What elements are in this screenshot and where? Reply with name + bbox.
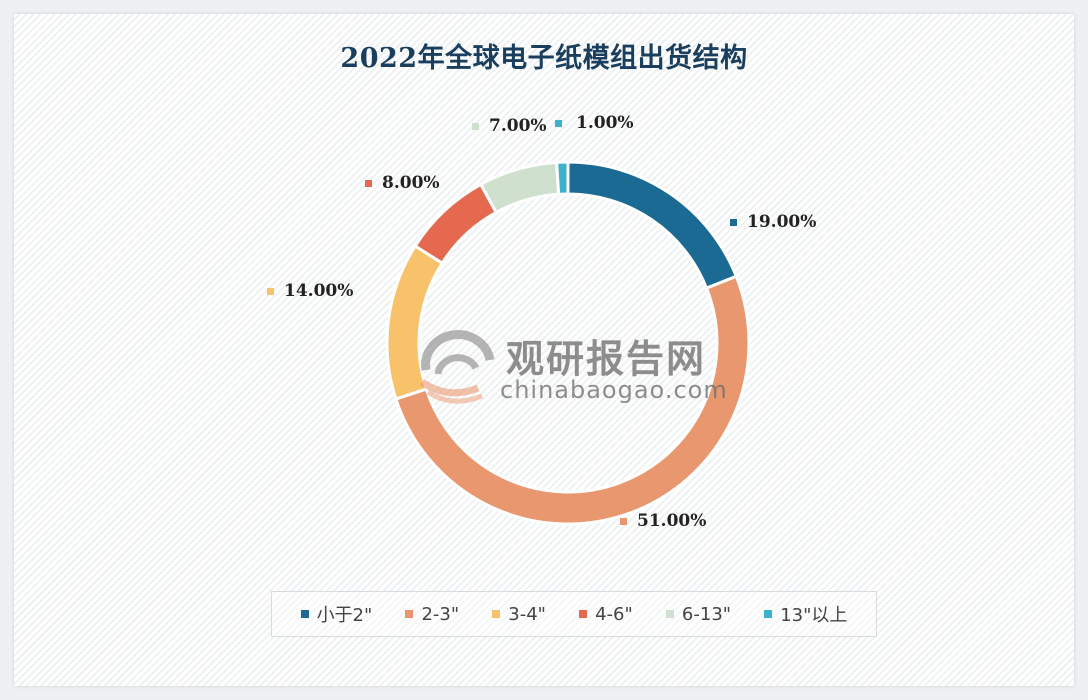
- donut-slice[interactable]: [393, 274, 751, 526]
- data-label-13-plus: 1.00%: [555, 113, 634, 133]
- legend-swatch-icon: [665, 610, 674, 618]
- label-swatch-icon: [472, 122, 479, 130]
- watermark-en: chinabaogao.com: [500, 376, 728, 404]
- watermark-cn: 观研报告网: [506, 337, 707, 381]
- legend-swatch-icon: [764, 610, 773, 618]
- donut-slice[interactable]: [478, 160, 561, 215]
- legend-swatch-icon: [300, 610, 309, 618]
- data-label-4-6: 8.00%: [365, 173, 440, 193]
- legend-swatch-icon: [405, 610, 414, 618]
- legend-item-4-6[interactable]: 4-6": [579, 604, 633, 625]
- legend-item-3-4[interactable]: 3-4": [492, 604, 546, 625]
- donut-slice[interactable]: [555, 160, 570, 196]
- legend-item-13-plus[interactable]: 13"以上: [764, 601, 847, 627]
- legend-item-2-3[interactable]: 2-3": [405, 604, 459, 625]
- chart-frame: [14, 14, 1074, 686]
- legend-item-lt2[interactable]: 小于2": [300, 601, 372, 627]
- legend-swatch-icon: [579, 610, 588, 618]
- data-label-lt2: 19.00%: [730, 212, 816, 232]
- label-swatch-icon: [555, 119, 562, 127]
- chart-title: 2022年全球电子纸模组出货结构: [340, 43, 748, 74]
- legend-swatch-icon: [492, 610, 501, 618]
- chart-legend: 小于2" 2-3" 3-4" 4-6" 6-13" 13"以上: [271, 591, 877, 637]
- label-swatch-icon: [267, 287, 274, 295]
- label-swatch-icon: [365, 179, 372, 187]
- data-label-6-13: 7.00%: [472, 116, 547, 136]
- donut-slices: [385, 160, 751, 526]
- watermark-logo-icon: [420, 330, 495, 404]
- legend-item-6-13[interactable]: 6-13": [665, 604, 731, 625]
- data-label-2-3: 51.00%: [620, 511, 706, 531]
- label-swatch-icon: [730, 218, 737, 226]
- label-swatch-icon: [620, 517, 627, 525]
- watermark: 观研报告网 chinabaogao.com: [418, 328, 738, 408]
- donut-slice[interactable]: [413, 182, 499, 266]
- data-label-3-4: 14.00%: [267, 281, 353, 301]
- donut-slice[interactable]: [566, 160, 739, 291]
